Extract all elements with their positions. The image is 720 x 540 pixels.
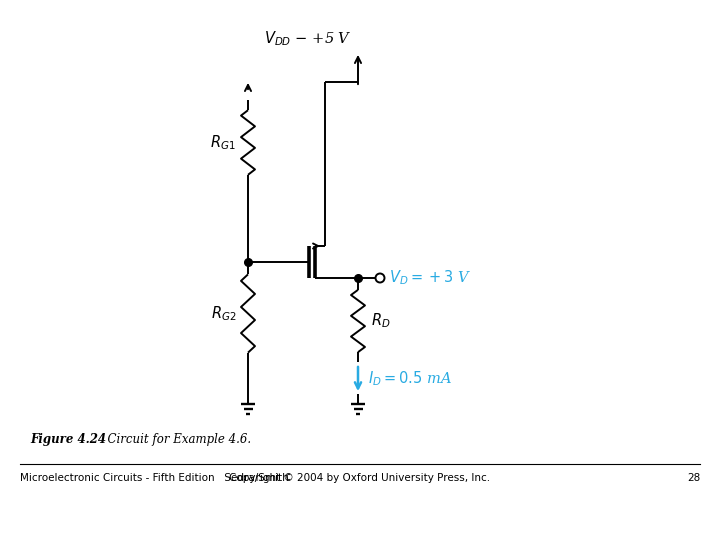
- Text: $V_D = +3$ V: $V_D = +3$ V: [389, 268, 471, 287]
- Text: Microelectronic Circuits - Fifth Edition   Sedra/Smith: Microelectronic Circuits - Fifth Edition…: [20, 473, 289, 483]
- Text: $R_{G2}$: $R_{G2}$: [210, 304, 236, 323]
- Text: $R_D$: $R_D$: [371, 312, 390, 330]
- Text: 28: 28: [687, 473, 700, 483]
- Text: $R_{G1}$: $R_{G1}$: [210, 133, 236, 152]
- Text: Circuit for Example 4.6.: Circuit for Example 4.6.: [100, 434, 251, 447]
- Text: $V_{DD}$ − +5 V: $V_{DD}$ − +5 V: [264, 29, 352, 48]
- Text: $I_D = 0.5$ mA: $I_D = 0.5$ mA: [368, 370, 452, 388]
- Text: Figure 4.24: Figure 4.24: [30, 434, 106, 447]
- Text: Copyright © 2004 by Oxford University Press, Inc.: Copyright © 2004 by Oxford University Pr…: [230, 473, 490, 483]
